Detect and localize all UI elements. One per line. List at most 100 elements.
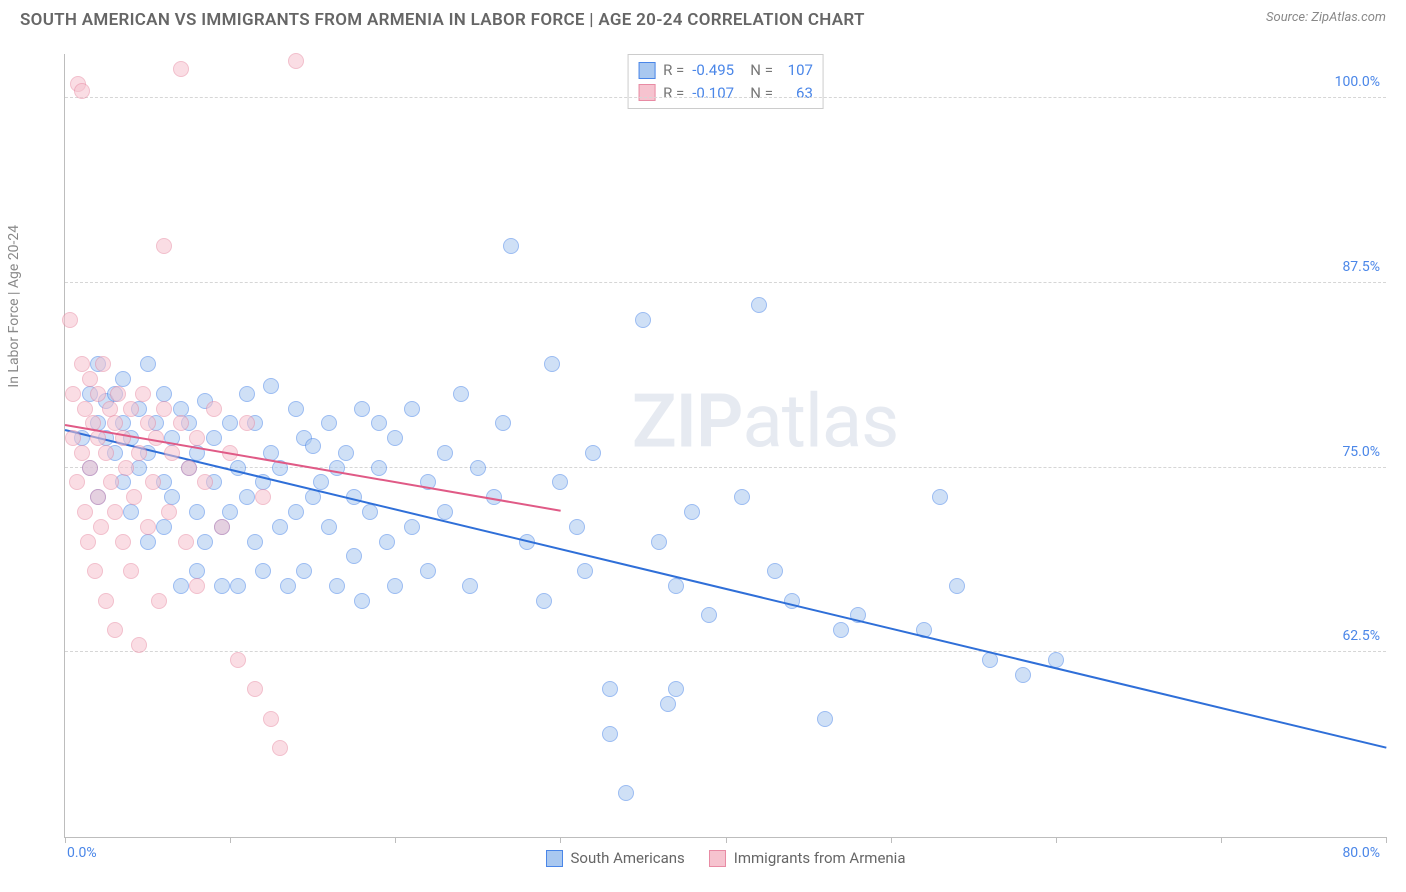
data-point bbox=[272, 740, 288, 756]
data-point bbox=[222, 415, 238, 431]
data-point bbox=[379, 534, 395, 550]
data-point bbox=[77, 401, 93, 417]
x-tick bbox=[395, 837, 396, 843]
gridline bbox=[65, 97, 1386, 98]
data-point bbox=[80, 534, 96, 550]
data-point bbox=[321, 415, 337, 431]
n-value: 63 bbox=[781, 82, 813, 105]
data-point bbox=[145, 474, 161, 490]
data-point bbox=[404, 519, 420, 535]
data-point bbox=[833, 622, 849, 638]
data-point bbox=[173, 61, 189, 77]
data-point bbox=[387, 430, 403, 446]
data-point bbox=[98, 445, 114, 461]
data-point bbox=[151, 593, 167, 609]
legend-label: South Americans bbox=[571, 849, 685, 867]
data-point bbox=[140, 415, 156, 431]
trend-line bbox=[65, 429, 1386, 749]
data-point bbox=[115, 371, 131, 387]
data-point bbox=[420, 563, 436, 579]
data-point bbox=[313, 474, 329, 490]
data-point bbox=[280, 578, 296, 594]
data-point bbox=[107, 622, 123, 638]
data-point bbox=[164, 445, 180, 461]
data-point bbox=[197, 474, 213, 490]
series-legend: South Americans Immigrants from Armenia bbox=[546, 849, 906, 867]
source-attribution: Source: ZipAtlas.com bbox=[1266, 10, 1386, 25]
data-point bbox=[1015, 667, 1031, 683]
chart-container: SOUTH AMERICAN VS IMMIGRANTS FROM ARMENI… bbox=[0, 0, 1406, 892]
correlation-row: R =-0.495N =107 bbox=[638, 59, 813, 82]
x-tick bbox=[726, 837, 727, 843]
x-tick bbox=[65, 837, 66, 843]
data-point bbox=[354, 401, 370, 417]
data-point bbox=[288, 53, 304, 69]
data-point bbox=[140, 519, 156, 535]
n-value: 107 bbox=[781, 59, 813, 82]
data-point bbox=[173, 401, 189, 417]
data-point bbox=[82, 371, 98, 387]
data-point bbox=[288, 504, 304, 520]
data-point bbox=[206, 430, 222, 446]
plot-region: ZIPatlas R =-0.495N =107R =-0.107N =63 S… bbox=[64, 54, 1386, 838]
data-point bbox=[255, 489, 271, 505]
data-point bbox=[189, 563, 205, 579]
data-point bbox=[65, 430, 81, 446]
data-point bbox=[552, 474, 568, 490]
header: SOUTH AMERICAN VS IMMIGRANTS FROM ARMENI… bbox=[0, 0, 1406, 34]
data-point bbox=[103, 474, 119, 490]
data-point bbox=[495, 415, 511, 431]
legend-swatch bbox=[709, 850, 726, 867]
x-tick bbox=[560, 837, 561, 843]
data-point bbox=[230, 652, 246, 668]
data-point bbox=[577, 563, 593, 579]
data-point bbox=[140, 534, 156, 550]
data-point bbox=[751, 297, 767, 313]
data-point bbox=[263, 711, 279, 727]
x-tick bbox=[1221, 837, 1222, 843]
x-tick bbox=[1386, 837, 1387, 843]
watermark: ZIPatlas bbox=[632, 379, 898, 466]
n-label: N = bbox=[750, 59, 773, 82]
data-point bbox=[181, 460, 197, 476]
x-tick bbox=[230, 837, 231, 843]
data-point bbox=[123, 563, 139, 579]
data-point bbox=[404, 401, 420, 417]
legend-item: Immigrants from Armenia bbox=[709, 849, 906, 867]
data-point bbox=[569, 519, 585, 535]
data-point bbox=[118, 460, 134, 476]
data-point bbox=[206, 401, 222, 417]
y-axis-label: In Labor Force | Age 20-24 bbox=[6, 225, 22, 388]
r-value: -0.107 bbox=[692, 82, 742, 105]
data-point bbox=[684, 504, 700, 520]
data-point bbox=[126, 489, 142, 505]
gridline bbox=[65, 282, 1386, 283]
n-label: N = bbox=[750, 82, 773, 105]
legend-swatch bbox=[546, 850, 563, 867]
data-point bbox=[239, 386, 255, 402]
data-point bbox=[272, 519, 288, 535]
legend-item: South Americans bbox=[546, 849, 685, 867]
data-point bbox=[74, 445, 90, 461]
data-point bbox=[123, 401, 139, 417]
data-point bbox=[371, 460, 387, 476]
data-point bbox=[102, 401, 118, 417]
data-point bbox=[288, 401, 304, 417]
data-point bbox=[701, 607, 717, 623]
data-point bbox=[462, 578, 478, 594]
data-point bbox=[437, 445, 453, 461]
data-point bbox=[296, 563, 312, 579]
watermark-zip: ZIP bbox=[632, 379, 743, 466]
data-point bbox=[214, 519, 230, 535]
data-point bbox=[387, 578, 403, 594]
data-point bbox=[338, 445, 354, 461]
data-point bbox=[949, 578, 965, 594]
data-point bbox=[178, 534, 194, 550]
y-tick-label: 87.5% bbox=[1342, 259, 1380, 275]
data-point bbox=[69, 474, 85, 490]
gridline bbox=[65, 651, 1386, 652]
x-max-label: 80.0% bbox=[1342, 845, 1380, 861]
data-point bbox=[362, 504, 378, 520]
data-point bbox=[585, 445, 601, 461]
legend-swatch bbox=[638, 62, 655, 79]
